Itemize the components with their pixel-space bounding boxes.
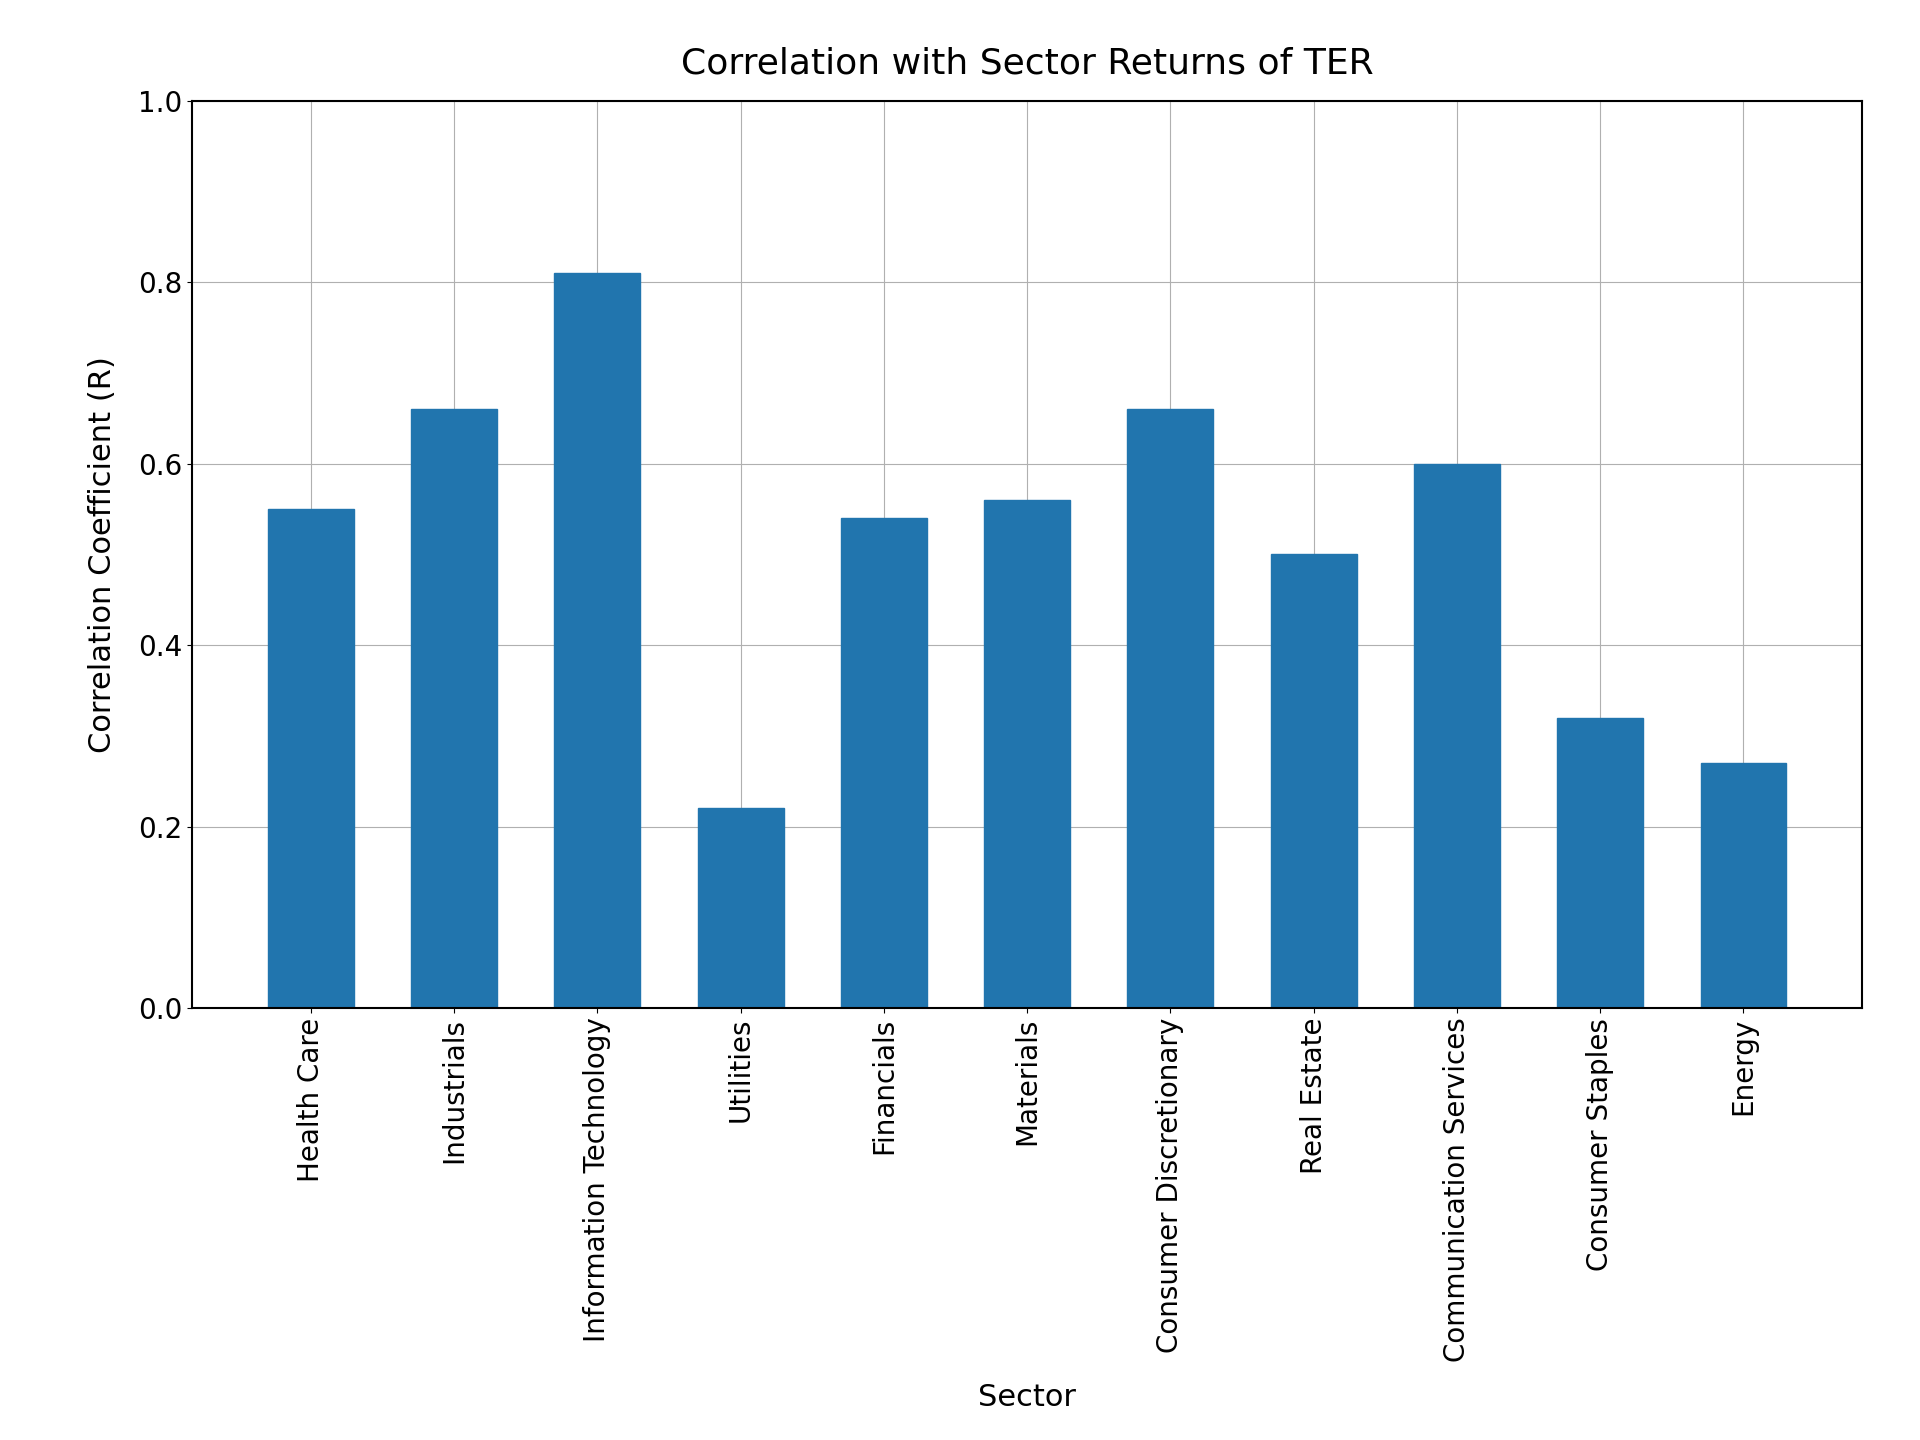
Bar [1127,409,1213,1008]
Bar [1557,717,1644,1008]
Title: Correlation with Sector Returns of TER: Correlation with Sector Returns of TER [682,46,1373,81]
Bar [985,500,1069,1008]
Bar [1271,554,1357,1008]
Bar [1701,763,1786,1008]
Bar [555,274,641,1008]
Y-axis label: Correlation Coefficient (R): Correlation Coefficient (R) [88,356,117,753]
Bar [841,518,927,1008]
Bar [1413,464,1500,1008]
X-axis label: Sector: Sector [977,1384,1077,1413]
Bar [411,409,497,1008]
Bar [697,808,783,1008]
Bar [269,508,353,1008]
